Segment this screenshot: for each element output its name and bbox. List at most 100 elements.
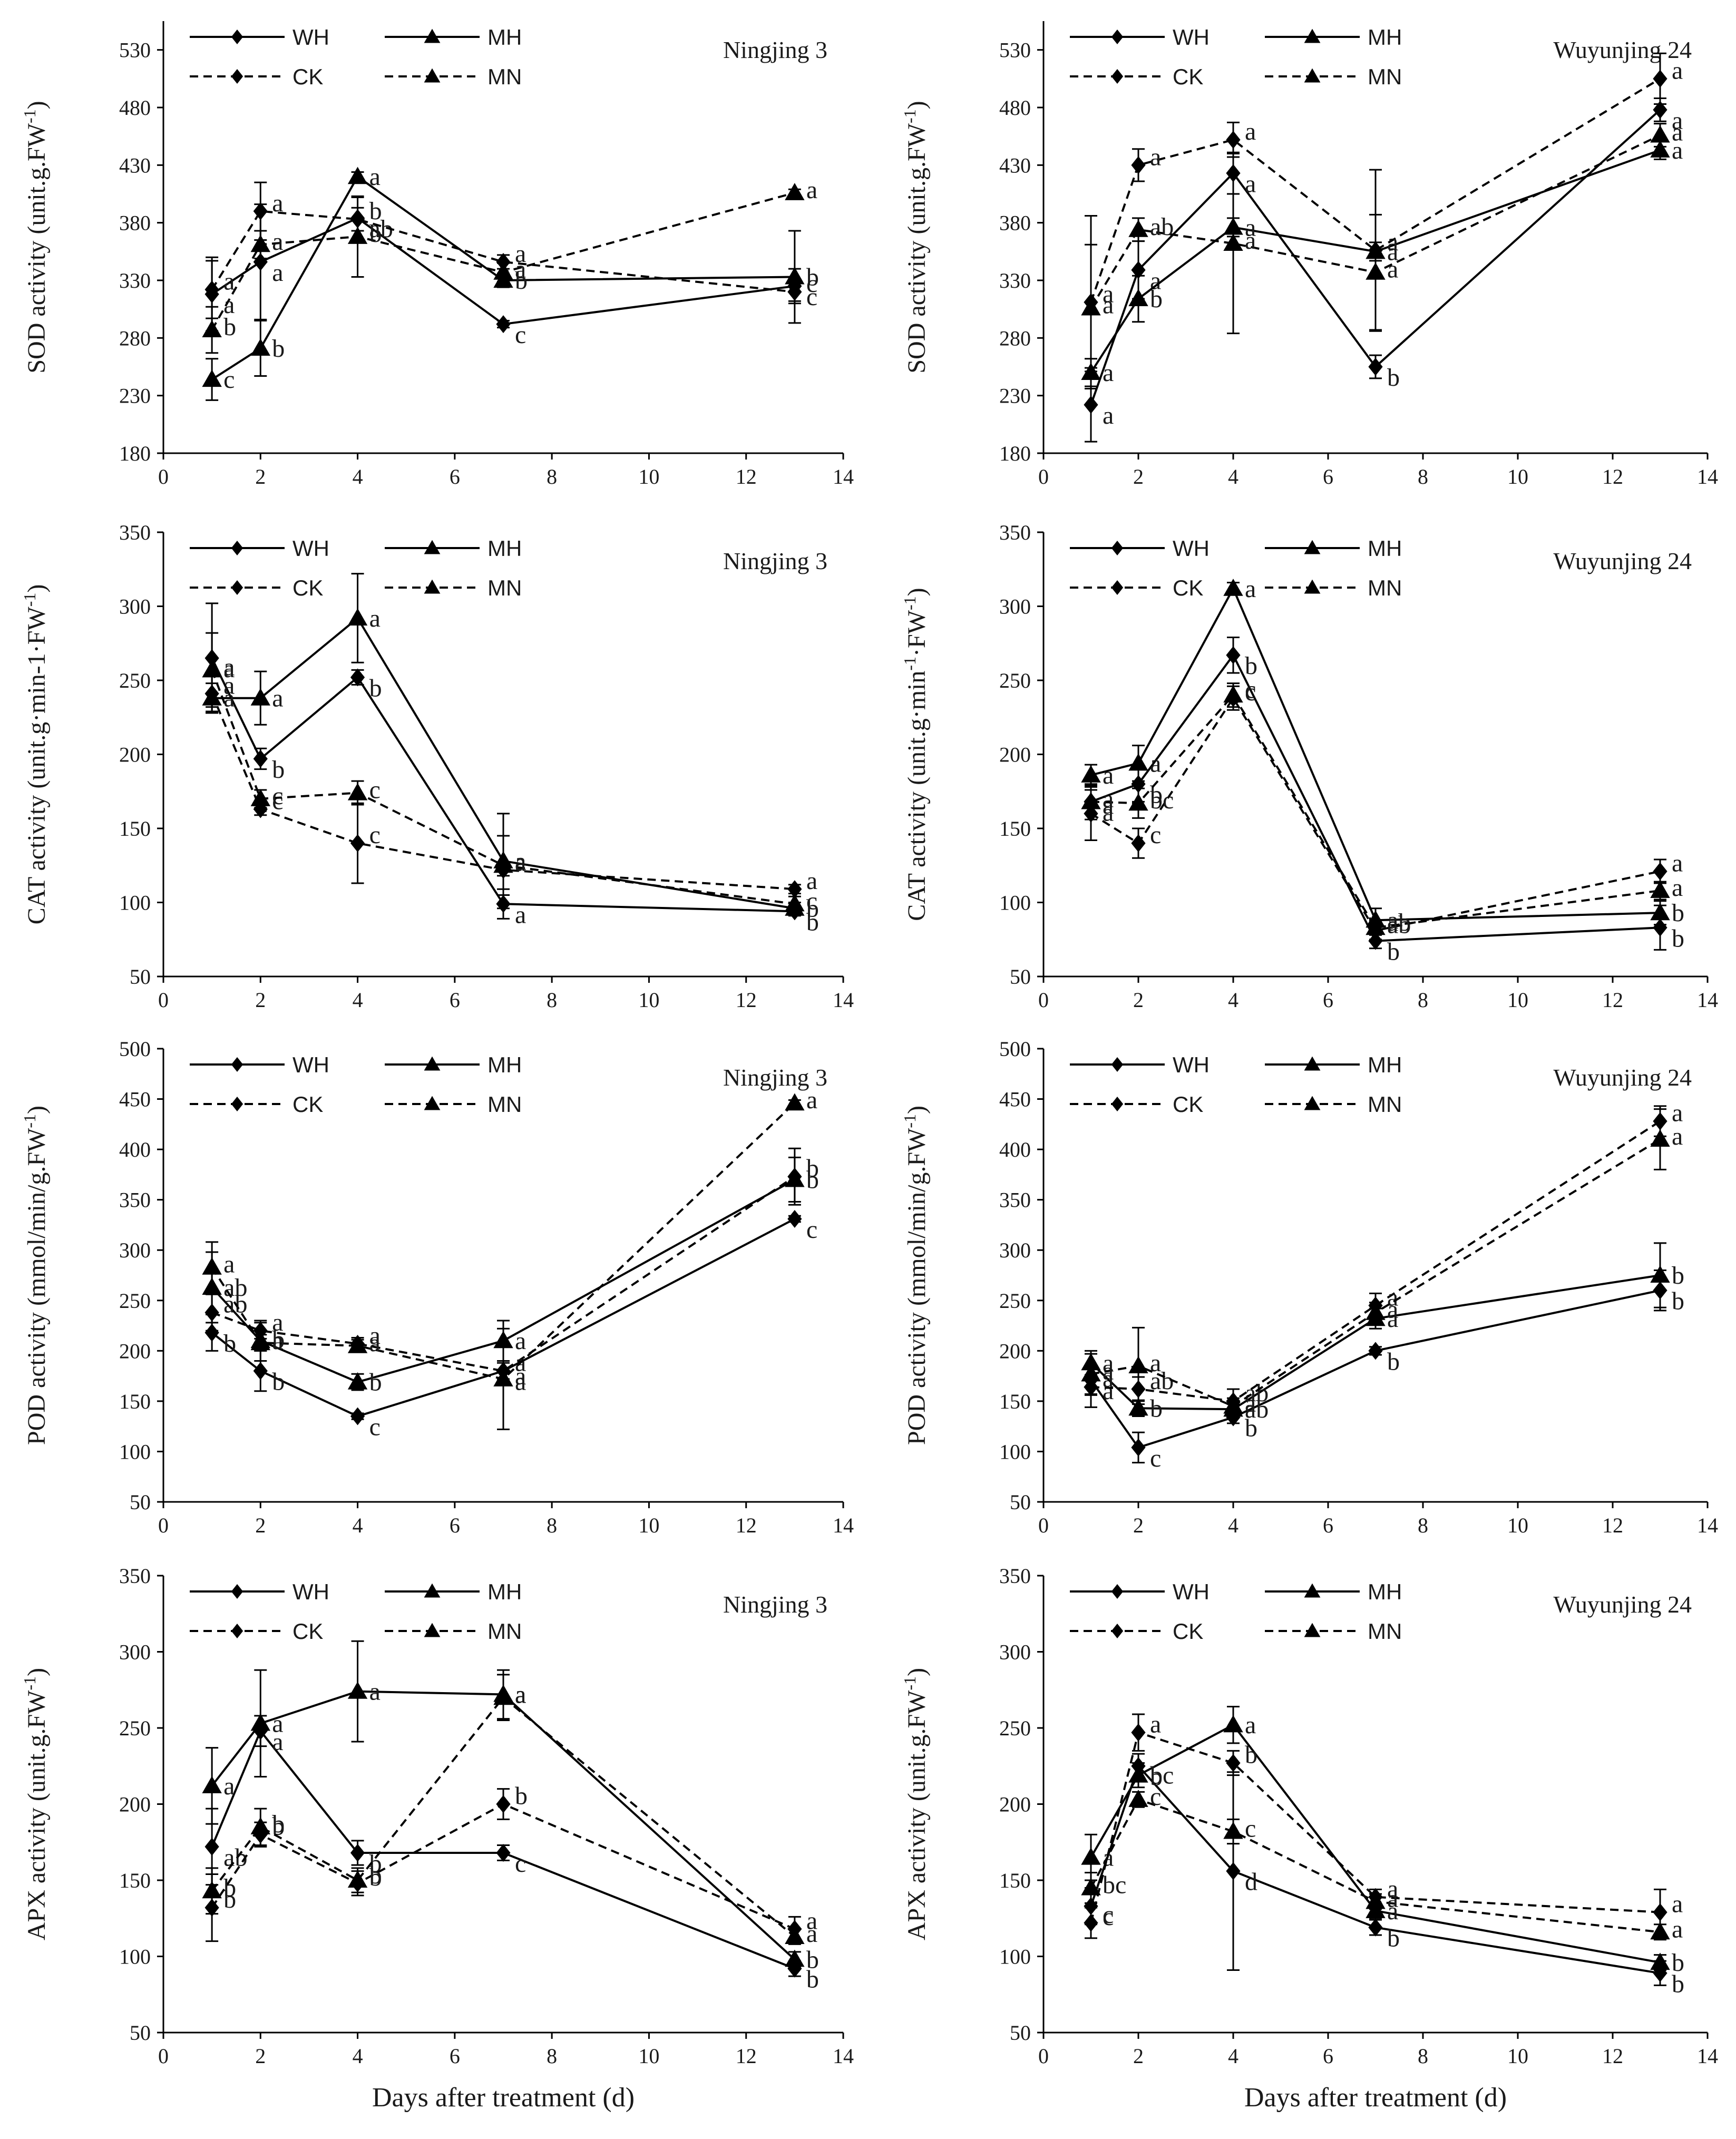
legend-marker-diamond bbox=[231, 1097, 243, 1111]
legend-label: CK bbox=[292, 575, 323, 600]
y-tick-label: 350 bbox=[999, 1188, 1031, 1212]
y-tick-label: 250 bbox=[999, 669, 1031, 692]
significance-letter: a bbox=[1245, 1389, 1256, 1417]
data-point bbox=[1226, 131, 1241, 149]
y-tick-label: 530 bbox=[999, 38, 1031, 62]
y-tick-label: 430 bbox=[119, 153, 151, 177]
data-point bbox=[1223, 1396, 1243, 1414]
significance-letter: a bbox=[1387, 228, 1398, 256]
y-tick-label: 300 bbox=[119, 1640, 151, 1664]
data-point bbox=[787, 1209, 802, 1228]
legend-label: MH bbox=[487, 1052, 522, 1077]
data-point bbox=[785, 183, 805, 200]
significance-letter: c bbox=[272, 787, 283, 815]
y-tick-label: 200 bbox=[999, 743, 1031, 767]
significance-letter: b bbox=[1672, 899, 1684, 927]
x-tick-label: 0 bbox=[158, 1513, 169, 1537]
legend: WH MH CK MN bbox=[1070, 25, 1402, 89]
data-point bbox=[496, 1795, 511, 1813]
significance-letter: a bbox=[1387, 1884, 1398, 1912]
legend-marker-triangle bbox=[1304, 579, 1321, 594]
x-tick-label: 2 bbox=[255, 465, 266, 489]
significance-letter: a bbox=[515, 1368, 526, 1396]
data-point bbox=[787, 282, 802, 301]
significance-letter: a bbox=[1672, 106, 1683, 134]
legend-label: WH bbox=[1173, 1579, 1210, 1604]
significance-letter: a bbox=[515, 1362, 526, 1390]
data-point bbox=[1131, 834, 1146, 853]
x-tick-label: 4 bbox=[1228, 2044, 1238, 2068]
y-tick-label: 450 bbox=[119, 1088, 151, 1111]
data-point bbox=[250, 789, 270, 806]
x-axis-label: Days after treatment (d) bbox=[1244, 2083, 1507, 2113]
significance-letter: a bbox=[1150, 143, 1161, 171]
x-tick-label: 10 bbox=[638, 988, 659, 1012]
y-tick-label: 150 bbox=[999, 1869, 1031, 1892]
significance-letter: ab bbox=[1150, 1367, 1174, 1395]
legend-marker-diamond bbox=[231, 30, 243, 44]
significance-letter: a bbox=[1245, 575, 1256, 603]
significance-letter: a bbox=[1103, 1357, 1114, 1385]
significance-letter: b bbox=[1387, 1347, 1400, 1375]
significance-letter: b bbox=[369, 1369, 382, 1396]
significance-letter: a bbox=[515, 901, 526, 929]
data-point bbox=[1128, 753, 1148, 771]
x-tick-label: 0 bbox=[1038, 988, 1049, 1012]
legend-label: WH bbox=[1173, 536, 1210, 561]
legend-label: MN bbox=[1368, 1619, 1402, 1644]
significance-letter: b bbox=[272, 335, 285, 363]
x-tick-label: 4 bbox=[1228, 988, 1238, 1012]
significance-letter: b bbox=[1672, 1970, 1684, 1998]
panel-title: Wuyunjing 24 bbox=[1553, 548, 1692, 574]
legend-label: MH bbox=[1368, 1052, 1402, 1077]
significance-letter: ab bbox=[1245, 1379, 1269, 1407]
data-point bbox=[1131, 1438, 1146, 1457]
series-line bbox=[1090, 77, 1661, 303]
x-tick-label: 8 bbox=[547, 465, 557, 489]
legend-marker-triangle bbox=[424, 68, 441, 83]
x-tick-label: 14 bbox=[833, 465, 854, 489]
y-tick-label: 200 bbox=[119, 1793, 151, 1816]
data-point bbox=[1128, 1398, 1148, 1416]
significance-letter: b bbox=[515, 267, 528, 295]
data-point bbox=[1650, 125, 1670, 143]
significance-letter: b bbox=[272, 1368, 285, 1396]
data-point bbox=[204, 1838, 219, 1856]
significance-letter: ab bbox=[1387, 911, 1411, 939]
significance-letter: a bbox=[272, 228, 283, 256]
data-point bbox=[347, 1372, 368, 1390]
significance-letter: a bbox=[223, 655, 235, 683]
data-point bbox=[493, 262, 513, 280]
y-tick-label: 100 bbox=[119, 1945, 151, 1969]
significance-letter: b bbox=[272, 756, 285, 784]
legend-marker-triangle bbox=[424, 28, 441, 43]
data-point bbox=[785, 1927, 805, 1944]
significance-letter: a bbox=[272, 1728, 283, 1756]
data-point bbox=[785, 1949, 805, 1967]
y-axis-label: SOD activity (unit.g.FW-1) bbox=[900, 101, 931, 373]
series-line bbox=[211, 1690, 796, 1960]
significance-letter: a bbox=[369, 163, 381, 191]
x-tick-label: 8 bbox=[547, 988, 557, 1012]
data-point bbox=[1653, 70, 1667, 88]
y-tick-label: 500 bbox=[999, 1037, 1031, 1061]
data-point bbox=[347, 1870, 368, 1888]
x-tick-label: 14 bbox=[833, 1513, 854, 1537]
x-tick-label: 14 bbox=[1697, 465, 1718, 489]
significance-letter: ab bbox=[1245, 1395, 1269, 1423]
panel-title: Ningjing 3 bbox=[723, 1064, 827, 1091]
y-tick-label: 350 bbox=[999, 1564, 1031, 1588]
x-tick-label: 0 bbox=[158, 465, 169, 489]
data-point bbox=[1081, 1878, 1101, 1896]
significance-letter: a bbox=[1103, 291, 1114, 319]
x-tick-label: 4 bbox=[353, 465, 363, 489]
data-point bbox=[202, 1776, 222, 1793]
data-point bbox=[785, 894, 805, 912]
legend: WH MH CK MN bbox=[1070, 536, 1402, 600]
legend: WH MH CK MN bbox=[190, 536, 522, 600]
significance-letter: a bbox=[1150, 749, 1161, 777]
